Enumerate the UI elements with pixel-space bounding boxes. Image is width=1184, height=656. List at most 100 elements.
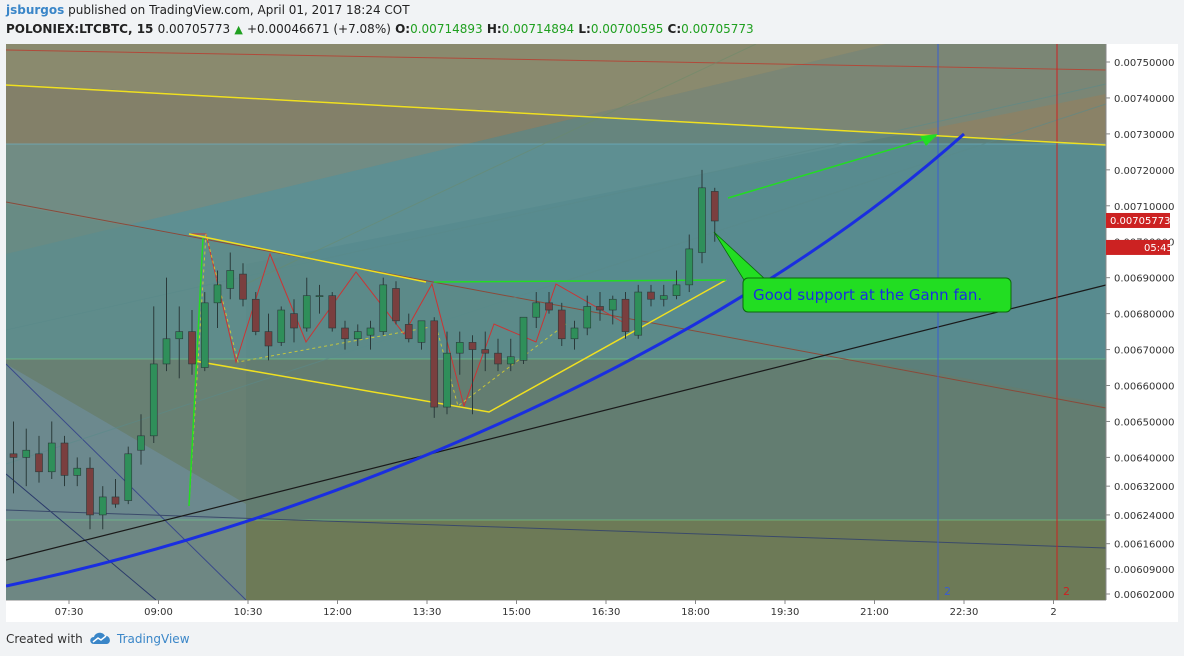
price-tick-label: 0.00750000 (1114, 58, 1174, 69)
candle-body (111, 496, 120, 505)
candle-body (506, 356, 515, 365)
candle-body (532, 302, 541, 318)
publish-line: jsburgos published on TradingView.com, A… (6, 3, 410, 17)
wedge-top-line (188, 233, 427, 283)
candle-body (341, 327, 349, 340)
candle-body (226, 270, 235, 289)
price-change: +0.00046671 (+7.08%) (246, 22, 391, 36)
author-link[interactable]: jsburgos (6, 3, 65, 17)
trend-line-yellow-top (6, 84, 1107, 146)
time-tick-label: 16:30 (592, 607, 621, 618)
fan-line-thin-1 (6, 83, 1107, 331)
fan-line-blue-bottom (6, 509, 1107, 549)
candle-body (98, 496, 107, 516)
candle-body (621, 298, 630, 332)
price-badge (1106, 239, 1170, 255)
tradingview-cloud-icon[interactable] (88, 630, 112, 649)
callout-text: Good support at the Gann fan. (753, 286, 982, 304)
price-tick-label: 0.00690000 (1114, 274, 1174, 285)
price-badge-label: 0.00705773 (1110, 216, 1170, 227)
fan-line-red-top (6, 49, 1107, 71)
time-tick-label: 21:00 (860, 607, 889, 618)
price-badge-label: 05:45 (1144, 243, 1173, 254)
candle-body (302, 295, 311, 329)
price-tick-label: 0.00632000 (1114, 482, 1174, 493)
time-tick-label: 10:30 (234, 607, 263, 618)
time-axis[interactable]: 07:30 09:00 10:30 12:00 13:30 15:00 16:30 18:00… (6, 600, 1178, 622)
chart-area[interactable]: Good support at the Gann fan. 0.00750000… (6, 44, 1178, 622)
candle-body (685, 248, 694, 286)
wedge-bottom-line (188, 279, 727, 413)
candle-body (430, 320, 439, 408)
fan-line-red-mid (6, 201, 1107, 409)
candle-body (162, 338, 171, 365)
candle-body (596, 306, 604, 311)
candle-body (239, 273, 247, 300)
chart-header: jsburgos published on TradingView.com, A… (0, 0, 1184, 44)
candle-body (47, 442, 56, 473)
candle-body (277, 309, 286, 343)
candle-body (35, 453, 43, 473)
candle-body (290, 313, 298, 329)
open-value: 0.00714893 (410, 22, 483, 36)
candle-body (213, 284, 222, 304)
candle-body (200, 302, 209, 368)
candle-body (353, 331, 362, 340)
price-tick-label: 0.00670000 (1114, 346, 1174, 357)
candle-body (455, 342, 464, 354)
candle-body (124, 453, 133, 501)
time-axis-bg (6, 600, 1178, 622)
time-tick-label: 22:30 (950, 607, 979, 618)
candle-body (672, 284, 681, 296)
price-tick-label: 0.00710000 (1114, 202, 1174, 213)
price-tick-label: 0.00730000 (1114, 130, 1174, 141)
price-tick-label: 0.00602000 (1114, 590, 1174, 600)
price-tick-label: 0.00609000 (1114, 565, 1174, 576)
candle-body (570, 327, 579, 340)
close-label: C: (667, 22, 682, 36)
time-tick-label: 19:30 (771, 607, 800, 618)
candle-body (481, 349, 490, 354)
candles-group (9, 169, 719, 530)
tradingview-brand-link[interactable]: TradingView (117, 632, 190, 646)
price-tick-label: 0.00616000 (1114, 540, 1174, 551)
price-axis[interactable] (1106, 44, 1178, 600)
candle-body (137, 435, 145, 451)
fan-line-black (6, 284, 1107, 561)
time-tick-label: 07:30 (55, 607, 84, 618)
candle-body (9, 453, 18, 458)
time-tick-label: 09:00 (144, 607, 173, 618)
candle-body (634, 291, 643, 336)
price-tick-label: 0.00624000 (1114, 511, 1174, 522)
candle-body (315, 295, 324, 297)
open-label: O: (395, 22, 411, 36)
price-tick-label: 0.00680000 (1114, 310, 1174, 321)
time-ticks: 07:30 09:00 10:30 12:00 13:30 15:00 16:30 18:00… (55, 600, 1057, 618)
impulse-green (188, 237, 204, 507)
projection-arrow (727, 135, 937, 199)
footer: Created with TradingView (0, 624, 1184, 656)
price-badges: 0.00705773 05:45 (1106, 212, 1173, 255)
price-tick-label: 0.00650000 (1114, 417, 1174, 428)
candle-body (251, 298, 260, 332)
candle-body (468, 342, 477, 350)
up-arrow-icon: ▲ (234, 23, 243, 36)
low-label: L: (578, 22, 591, 36)
last-price: 0.00705773 (157, 22, 231, 36)
price-tick-label: 0.00640000 (1114, 453, 1174, 464)
fan-line-thin-3 (245, 44, 757, 285)
high-value: 0.00714894 (501, 22, 575, 36)
candle-body (188, 331, 196, 365)
time-tick-label: 2 (1050, 607, 1056, 618)
candle-body (404, 324, 413, 340)
symbol-label[interactable]: POLONIEX:LTCBTC, 15 (6, 22, 154, 36)
callout-box[interactable] (742, 277, 1012, 313)
created-with-label: Created with (6, 632, 83, 646)
candle-body (379, 284, 388, 332)
candle-body (659, 295, 668, 300)
price-chart[interactable]: Good support at the Gann fan. 0.00750000… (6, 44, 1178, 600)
candle-body (519, 316, 528, 361)
low-value: 0.00700595 (590, 22, 664, 36)
time-tick-label: 12:00 (323, 607, 352, 618)
